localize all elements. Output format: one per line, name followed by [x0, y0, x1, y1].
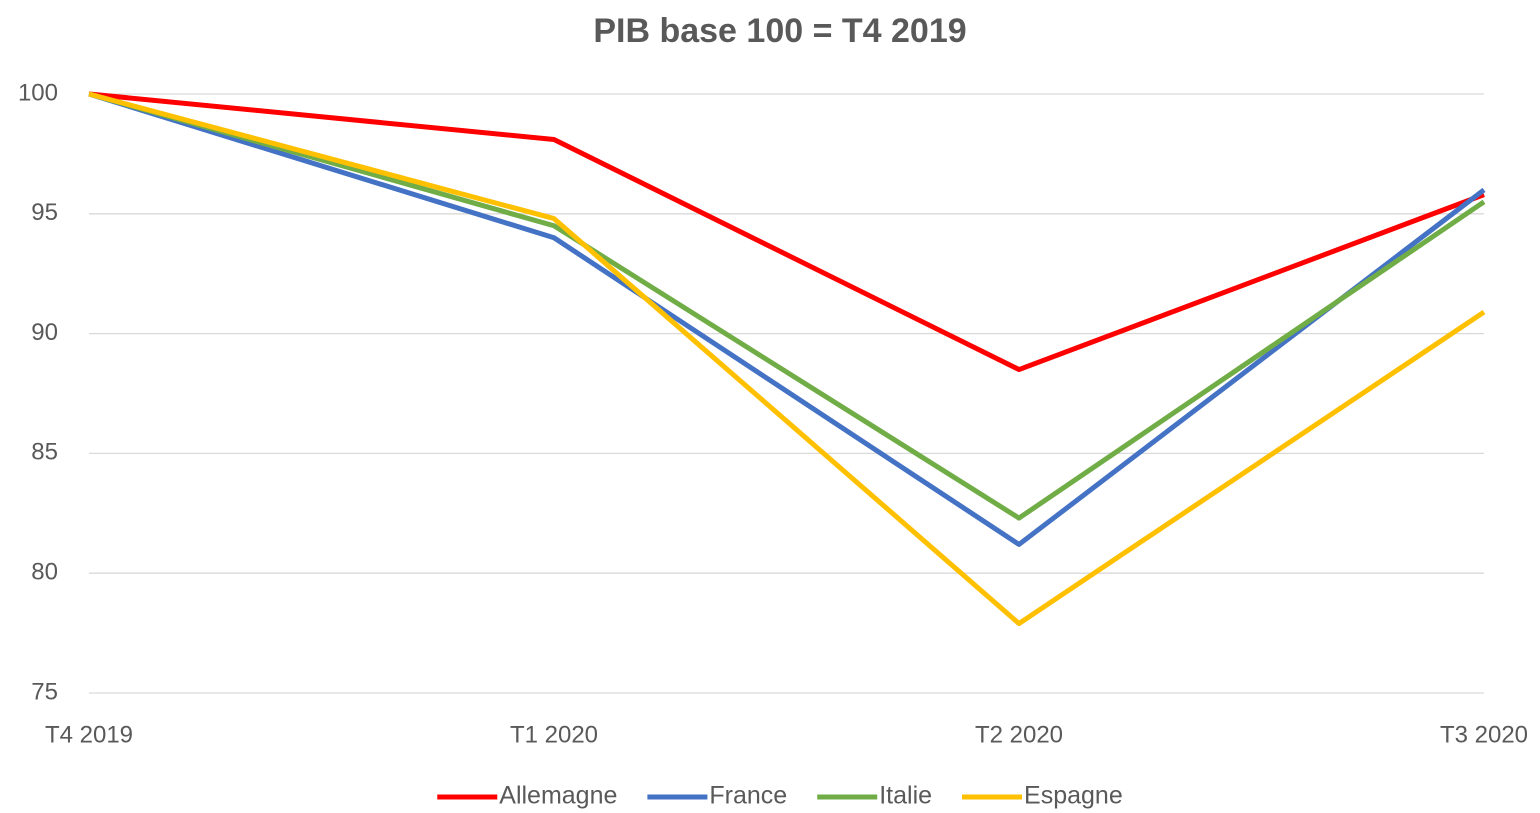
- line-series: [88, 91, 1486, 547]
- x-tick-label: T2 2020: [975, 721, 1063, 748]
- legend-label: Allemagne: [499, 782, 617, 810]
- y-tick-label: 100: [18, 79, 58, 106]
- y-tick-label: 85: [31, 439, 58, 466]
- x-tick-label: T4 2019: [45, 721, 133, 748]
- legend-label: France: [709, 782, 787, 810]
- x-tick-label: T3 2020: [1440, 721, 1528, 748]
- line-series: [88, 91, 1485, 373]
- chart-title: PIB base 100 = T4 2019: [593, 12, 966, 50]
- y-tick-label: 80: [31, 559, 58, 586]
- y-tick-label: 75: [31, 678, 58, 705]
- line-series: [88, 91, 1486, 521]
- x-tick-label: T1 2020: [510, 721, 598, 748]
- legend-label: Espagne: [1024, 782, 1123, 810]
- y-tick-label: 90: [31, 319, 58, 346]
- y-tick-label: 95: [31, 199, 58, 226]
- line-series: [88, 91, 1486, 627]
- legend-label: Italie: [879, 782, 932, 810]
